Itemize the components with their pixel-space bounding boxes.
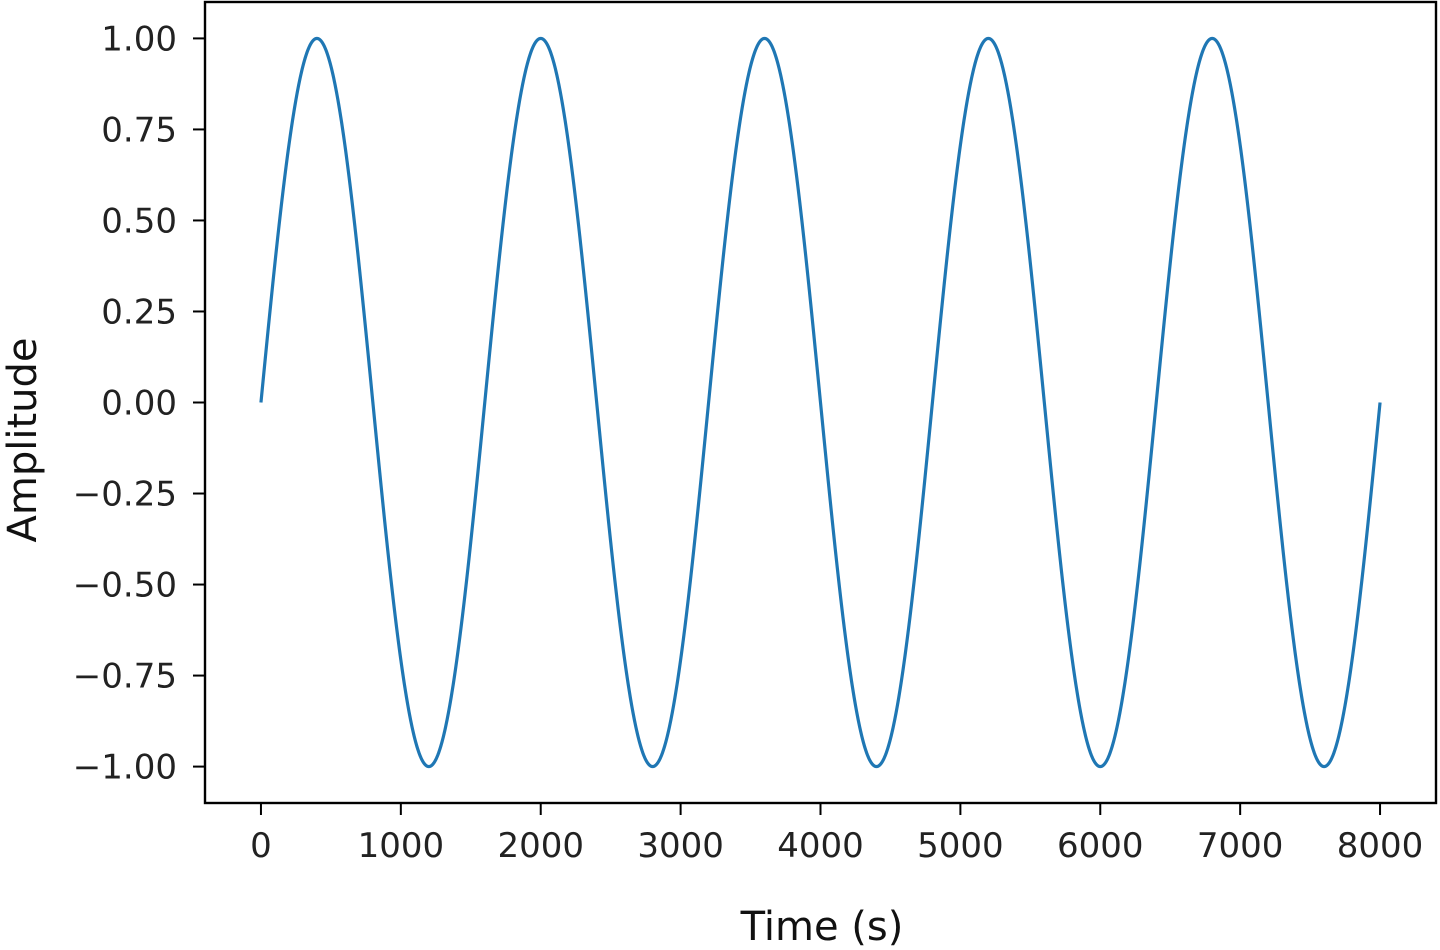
x-axis-label: Time (s): [740, 904, 904, 950]
y-tick-label: −0.25: [73, 475, 177, 515]
x-tick-label: 8000: [1337, 826, 1424, 866]
series-line: [259, 36, 1382, 769]
plot-area: [203, 0, 1438, 805]
y-tick-label: 0.75: [101, 110, 177, 150]
y-axis-ticks: 1.00 0.75 0.50 0.25 0.00 −0.25 −0.50 −0.75 −1.00: [73, 19, 205, 788]
x-tick-label: 1000: [358, 826, 445, 866]
x-tick-label: 6000: [1057, 826, 1144, 866]
x-tick-label: 4000: [777, 826, 864, 866]
y-axis-label: Amplitude: [0, 338, 46, 543]
y-tick-label: −1.00: [73, 748, 177, 788]
x-tick-label: 3000: [637, 826, 724, 866]
x-tick-label: 0: [250, 826, 272, 866]
x-tick-label: 2000: [497, 826, 584, 866]
y-tick-label: 1.00: [101, 19, 177, 59]
y-tick-label: −0.75: [73, 657, 177, 697]
x-tick-label: 7000: [1197, 826, 1284, 866]
y-tick-label: 0.25: [101, 292, 177, 332]
x-tick-label: 5000: [917, 826, 1004, 866]
x-axis-ticks: 0 1000 2000 3000 4000 5000 6000 7000 8000: [250, 803, 1423, 866]
y-tick-label: −0.50: [73, 566, 177, 606]
y-tick-label: 0.00: [101, 384, 177, 424]
y-tick-label: 0.50: [101, 201, 177, 241]
